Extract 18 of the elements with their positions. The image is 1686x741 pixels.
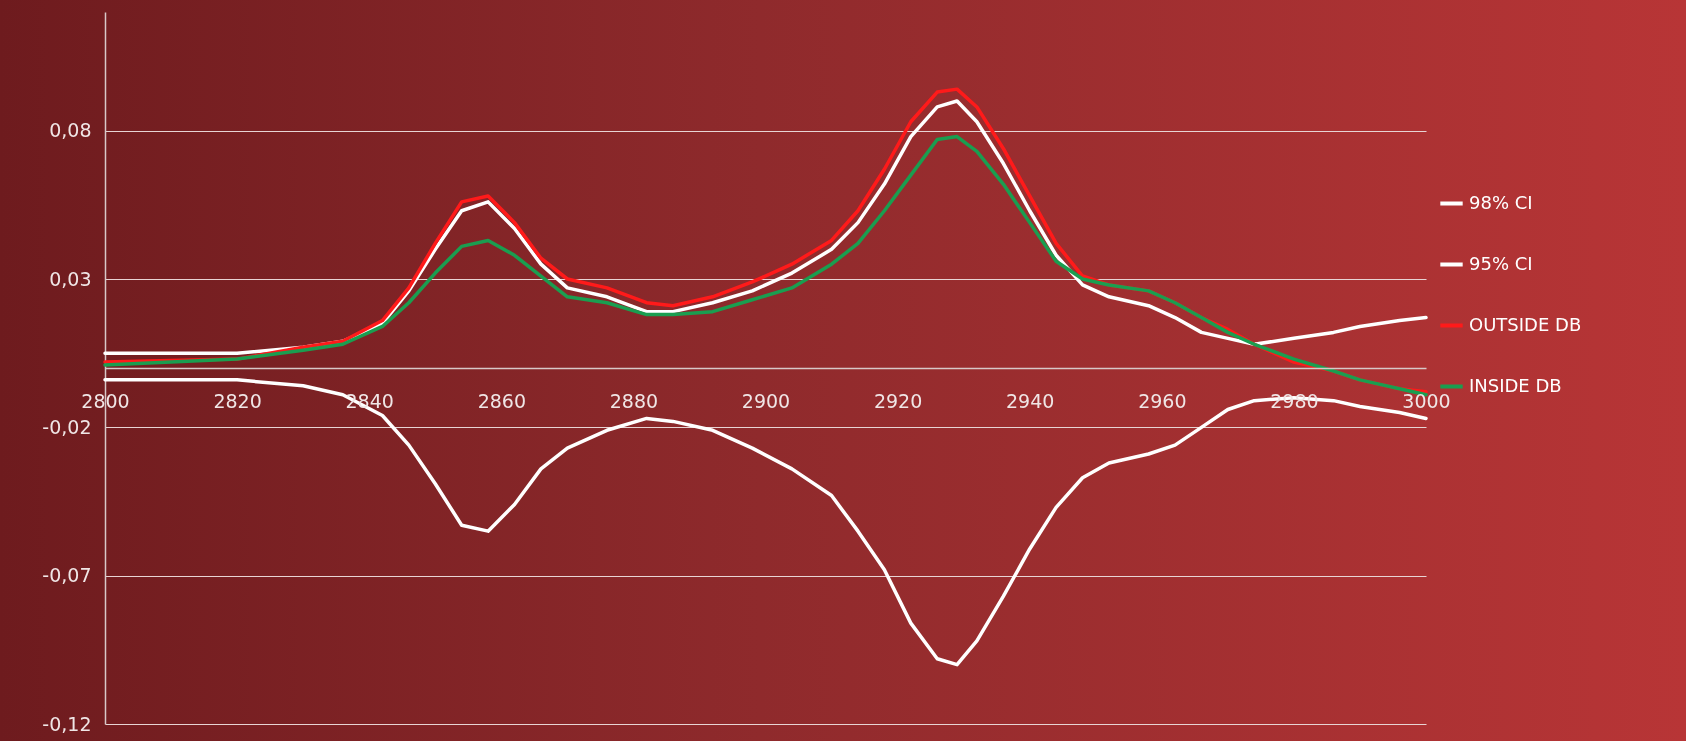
legend-label: OUTSIDE DB bbox=[1469, 313, 1582, 335]
x-tick-label: 2820 bbox=[213, 389, 262, 412]
x-tick-label: 2920 bbox=[873, 389, 923, 412]
y-tick-label: 0,03 bbox=[49, 267, 92, 290]
x-tick-label: 2940 bbox=[1006, 389, 1055, 412]
y-tick-label: -0,12 bbox=[42, 712, 92, 735]
y-tick-label: -0,02 bbox=[42, 415, 92, 438]
y-tick-label: 0,08 bbox=[49, 119, 92, 142]
y-tick-label: -0,07 bbox=[42, 564, 92, 587]
x-tick-label: 2900 bbox=[741, 389, 791, 412]
legend-label: INSIDE DB bbox=[1469, 374, 1562, 396]
x-tick-label: 3000 bbox=[1402, 389, 1451, 412]
x-tick-label: 2860 bbox=[477, 389, 526, 412]
x-tick-label: 2880 bbox=[609, 389, 659, 412]
x-tick-label: 2960 bbox=[1138, 389, 1187, 412]
line-series bbox=[103, 99, 1428, 355]
legend-label: 95% CI bbox=[1469, 252, 1533, 274]
legend-label: 98% CI bbox=[1469, 191, 1533, 213]
